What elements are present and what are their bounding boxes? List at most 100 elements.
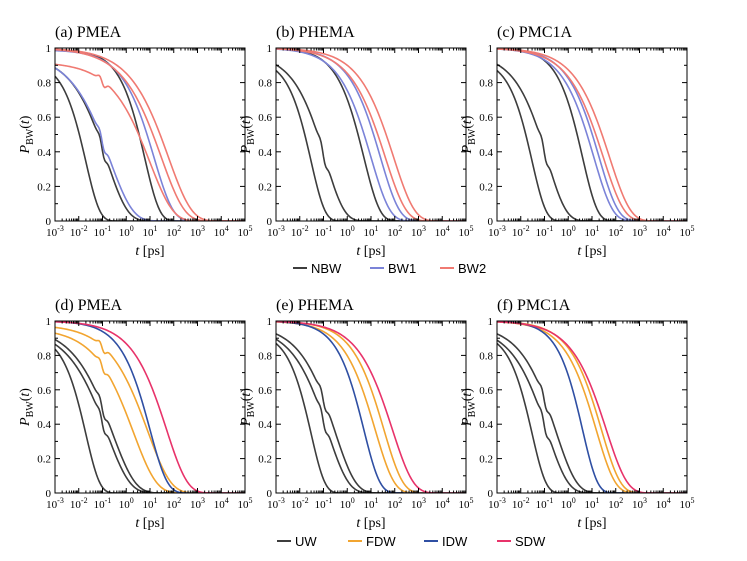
- axes-frame: [54, 320, 246, 494]
- x-tick-label: 10-2: [512, 224, 530, 239]
- x-tick-label: 10-2: [291, 496, 309, 511]
- y-tick-label: 0: [46, 488, 52, 500]
- x-axis-label: t [ps]: [577, 244, 606, 259]
- x-tick-label: 103: [632, 224, 647, 239]
- x-tick-label: 10-2: [70, 224, 88, 239]
- series-line-BW2: [55, 63, 245, 221]
- x-tick-label: 101: [143, 496, 158, 511]
- x-tick-label: 103: [632, 496, 647, 511]
- x-tick-label: 102: [387, 496, 402, 511]
- y-tick-label: 0.2: [479, 454, 493, 466]
- x-tick-label: 101: [364, 496, 379, 511]
- series-line-SDW: [55, 321, 245, 493]
- series-line-NBW: [276, 69, 466, 221]
- x-tick-label: 100: [561, 224, 576, 239]
- series-group: [497, 48, 687, 221]
- y-tick-label: 0.2: [37, 181, 51, 193]
- x-tick-label: 100: [561, 496, 576, 511]
- y-tick-label: 0.4: [37, 419, 51, 431]
- axes-frame: [54, 47, 246, 222]
- legend-label-NBW: NBW: [311, 261, 342, 276]
- y-tick-label: 0.6: [37, 112, 51, 124]
- y-tick-label: 0.6: [258, 385, 272, 397]
- x-tick-label: 103: [411, 224, 426, 239]
- y-axis-label: PBW(t): [460, 388, 478, 427]
- x-tick-label: 103: [190, 224, 205, 239]
- x-tick-label: 101: [364, 224, 379, 239]
- x-tick-label: 103: [411, 496, 426, 511]
- x-tick-label: 104: [214, 224, 229, 239]
- x-tick-label: 100: [340, 496, 355, 511]
- panel-1: (a) PMEA 10-3 10-2 10-1 100 101 102 103 104 105 0 0…: [18, 24, 253, 259]
- y-tick-label: 0.4: [258, 419, 272, 431]
- series-line-NBW: [55, 75, 245, 221]
- x-tick-label: 105: [680, 496, 695, 511]
- y-tick-label: 0.8: [37, 78, 51, 90]
- panel-title: (c) PMC1A: [497, 24, 573, 41]
- panel-6: (f) PMC1A 10-3 10-2 10-1 100 101 102 103 104 105 0…: [460, 297, 695, 531]
- series-group: [276, 48, 466, 221]
- series-line-BW2: [55, 48, 245, 221]
- x-tick-label: 102: [166, 224, 181, 239]
- x-tick-label: 103: [190, 496, 205, 511]
- y-tick-label: 1: [267, 43, 273, 55]
- x-tick-label: 10-2: [70, 496, 88, 511]
- y-tick-label: 0: [488, 488, 494, 500]
- legend-label-SDW: SDW: [515, 534, 546, 549]
- y-tick-label: 0.6: [479, 112, 493, 124]
- x-tick-label: 10-3: [488, 224, 506, 239]
- x-tick-label: 105: [238, 224, 253, 239]
- x-tick-label: 10-1: [315, 224, 333, 239]
- series-line-SDW: [497, 321, 687, 493]
- x-tick-label: 100: [119, 496, 134, 511]
- y-tick-label: 1: [488, 43, 494, 55]
- panel-title: (a) PMEA: [55, 24, 122, 41]
- series-line-BW1: [276, 48, 466, 221]
- series-line-NBW: [55, 49, 245, 221]
- panel-4: (d) PMEA 10-3 10-2 10-1 100 101 102 103 104 105 0 0…: [18, 297, 253, 531]
- x-axis-label: t [ps]: [577, 516, 606, 531]
- y-tick-label: 0.4: [479, 147, 493, 159]
- x-tick-label: 104: [435, 224, 450, 239]
- y-tick-label: 0.8: [258, 78, 272, 90]
- x-tick-label: 104: [656, 224, 671, 239]
- y-axis-label: PBW(t): [18, 388, 36, 427]
- x-tick-label: 100: [119, 224, 134, 239]
- x-tick-label: 10-1: [94, 224, 112, 239]
- legend-1: NBW BW1 BW2: [293, 261, 486, 276]
- panel-title: (f) PMC1A: [497, 297, 571, 314]
- x-tick-label: 102: [608, 496, 623, 511]
- y-tick-label: 0.2: [479, 181, 493, 193]
- y-tick-label: 0: [488, 216, 494, 228]
- x-tick-label: 10-1: [315, 496, 333, 511]
- x-axis-label: t [ps]: [356, 516, 385, 531]
- x-tick-label: 102: [166, 496, 181, 511]
- y-axis-label: PBW(t): [239, 115, 257, 154]
- y-tick-label: 1: [46, 43, 52, 55]
- y-tick-label: 0: [46, 216, 52, 228]
- series-line-BW2: [497, 48, 687, 221]
- panel-title: (b) PHEMA: [276, 24, 355, 41]
- legend-label-IDW: IDW: [442, 534, 468, 549]
- x-tick-label: 10-3: [46, 224, 64, 239]
- series-line-NBW: [497, 69, 687, 221]
- x-tick-label: 101: [585, 496, 600, 511]
- y-axis-label: PBW(t): [460, 115, 478, 154]
- x-tick-label: 100: [340, 224, 355, 239]
- series-group: [497, 321, 687, 493]
- y-tick-label: 0.6: [258, 112, 272, 124]
- legend-label-UW: UW: [295, 534, 317, 549]
- panel-2: (b) PHEMA 10-3 10-2 10-1 100 101 102 103 104 105 0…: [239, 24, 474, 259]
- x-tick-label: 102: [608, 224, 623, 239]
- series-line-BW2: [55, 48, 245, 221]
- x-axis-label: t [ps]: [135, 244, 164, 259]
- x-tick-label: 10-3: [488, 496, 506, 511]
- series-line-IDW: [276, 321, 466, 493]
- y-tick-label: 0.4: [258, 147, 272, 159]
- y-tick-label: 0.6: [479, 385, 493, 397]
- y-tick-label: 0.2: [37, 454, 51, 466]
- legend-2: UW FDW IDW SDW: [277, 534, 546, 549]
- series-line-UW: [55, 338, 245, 493]
- panel-title: (d) PMEA: [55, 297, 123, 314]
